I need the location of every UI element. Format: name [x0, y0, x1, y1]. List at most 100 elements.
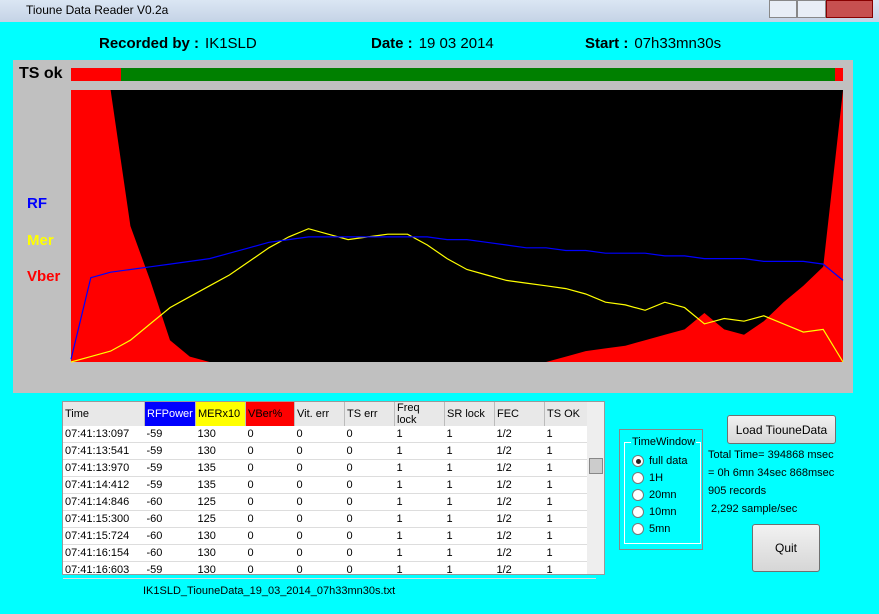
- table-cell: 1/2: [494, 510, 545, 528]
- minimize-button[interactable]: [769, 0, 798, 18]
- radio-option[interactable]: 20mn: [632, 488, 677, 502]
- table-cell: 0: [294, 544, 345, 562]
- radio-dot: [632, 455, 644, 467]
- radio-label: 1H: [649, 472, 664, 484]
- quit-button[interactable]: Quit: [752, 524, 820, 572]
- table-cell: 135: [195, 459, 246, 477]
- table-cell: 1: [444, 426, 495, 443]
- column-header: Time: [63, 402, 145, 426]
- table-cell: -59: [144, 426, 196, 443]
- table-row: 07:41:14:846 -60 125 0 0 0 1 1 1/2 1: [63, 493, 596, 511]
- radio-option[interactable]: 1H: [632, 471, 663, 485]
- column-header: FEC: [494, 402, 545, 426]
- radio-label: 10mn: [649, 506, 677, 518]
- table-cell: 07:41:15:300: [63, 510, 145, 528]
- table-row: 07:41:14:412 -59 135 0 0 0 1 1 1/2 1: [63, 476, 596, 494]
- table-cell: 0: [294, 527, 345, 545]
- radio-label: full data: [649, 455, 688, 467]
- table-cell: 1: [444, 459, 495, 477]
- table-cell: 0: [344, 426, 395, 443]
- close-button[interactable]: [825, 0, 873, 18]
- table-cell: 1/2: [494, 493, 545, 511]
- column-header: VBer%: [245, 402, 295, 426]
- table-cell: 130: [195, 544, 246, 562]
- radio-dot: [632, 489, 644, 501]
- column-header: Freq lock: [394, 402, 445, 426]
- table-cell: 1/2: [494, 476, 545, 494]
- table-cell: 1: [394, 561, 445, 579]
- plot-area: [71, 90, 843, 362]
- table-cell: 0: [344, 476, 395, 494]
- date: Date : 19 03 2014: [371, 35, 494, 52]
- value: IK1SLD: [205, 35, 257, 52]
- table-cell: 1: [544, 544, 596, 562]
- table-cell: 1: [444, 442, 495, 460]
- table-row: 07:41:13:970 -59 135 0 0 0 1 1 1/2 1: [63, 459, 596, 477]
- radio-dot: [632, 506, 644, 518]
- start: Start : 07h33mn30s: [585, 35, 721, 52]
- stat-line: Total Time= 394868 msec: [708, 449, 834, 461]
- vber-area: [71, 90, 843, 362]
- table-cell: 1: [394, 527, 445, 545]
- status-bad: [835, 68, 843, 81]
- rf-line: [70, 236, 844, 360]
- table-cell: 0: [294, 476, 345, 494]
- table-cell: 1: [544, 493, 596, 511]
- scroll-thumb[interactable]: [589, 458, 603, 474]
- column-header: RFPower: [144, 402, 196, 426]
- table-cell: 07:41:13:970: [63, 459, 145, 477]
- table-cell: 1: [444, 493, 495, 511]
- table-cell: -60: [144, 544, 196, 562]
- radio-option[interactable]: 10mn: [632, 505, 677, 519]
- radio-dot: [632, 472, 644, 484]
- table-cell: 1: [394, 442, 445, 460]
- radio-dot: [632, 523, 644, 535]
- table-cell: 125: [195, 510, 246, 528]
- table-cell: 130: [195, 442, 246, 460]
- stat-line: 2,292 sample/sec: [708, 503, 798, 515]
- table-cell: 0: [245, 544, 295, 562]
- window-title: Tioune Data Reader V0.2a: [26, 3, 169, 17]
- table-cell: 0: [294, 561, 345, 579]
- table-cell: 0: [245, 493, 295, 511]
- plot-panel: TS ok Vber Mer RF: [13, 60, 853, 393]
- table-cell: -59: [144, 459, 196, 477]
- table-cell: 0: [245, 561, 295, 579]
- table-row: 07:41:16:603 -59 130 0 0 0 1 1 1/2 1: [63, 561, 596, 579]
- radio-option[interactable]: full data: [632, 454, 688, 468]
- table-cell: 0: [245, 426, 295, 443]
- table-cell: 0: [344, 493, 395, 511]
- data-table: Time RFPower MERx10 VBer% Vit. err TS err Freq…: [62, 401, 605, 579]
- table-cell: 0: [245, 527, 295, 545]
- mer-line: [70, 228, 844, 363]
- table-cell: 1: [444, 561, 495, 579]
- table-cell: 1/2: [494, 527, 545, 545]
- table-cell: 1: [394, 493, 445, 511]
- table-cell: 07:41:14:846: [63, 493, 145, 511]
- table-row: 07:41:16:154 -60 130 0 0 0 1 1 1/2 1: [63, 544, 596, 562]
- radio-label: 5mn: [649, 523, 671, 535]
- maximize-button[interactable]: [797, 0, 826, 18]
- legend-label: Mer: [27, 232, 54, 249]
- load-button[interactable]: Load TiouneData: [727, 415, 836, 444]
- table-cell: 1/2: [494, 442, 545, 460]
- table-cell: 0: [245, 442, 295, 460]
- status-bad: [71, 68, 121, 81]
- table-cell: 1: [394, 476, 445, 494]
- table-cell: 1: [544, 442, 596, 460]
- table-cell: -60: [144, 527, 196, 545]
- scrollbar[interactable]: [587, 402, 604, 574]
- table-cell: 1: [544, 459, 596, 477]
- radio-option[interactable]: 5mn: [632, 522, 670, 536]
- value: 07h33mn30s: [634, 35, 722, 52]
- table-cell: -59: [144, 561, 196, 579]
- table-row: 07:41:15:300 -60 125 0 0 0 1 1 1/2 1: [63, 510, 596, 528]
- table-cell: 1: [394, 544, 445, 562]
- table-row: 07:41:13:097 -59 130 0 0 0 1 1 1/2 1: [63, 426, 596, 443]
- table-cell: 07:41:16:154: [63, 544, 145, 562]
- table-cell: 0: [294, 459, 345, 477]
- radio-checked: [635, 458, 641, 464]
- stat-line: = 0h 6mn 34sec 868msec: [708, 467, 835, 479]
- table-cell: 135: [195, 476, 246, 494]
